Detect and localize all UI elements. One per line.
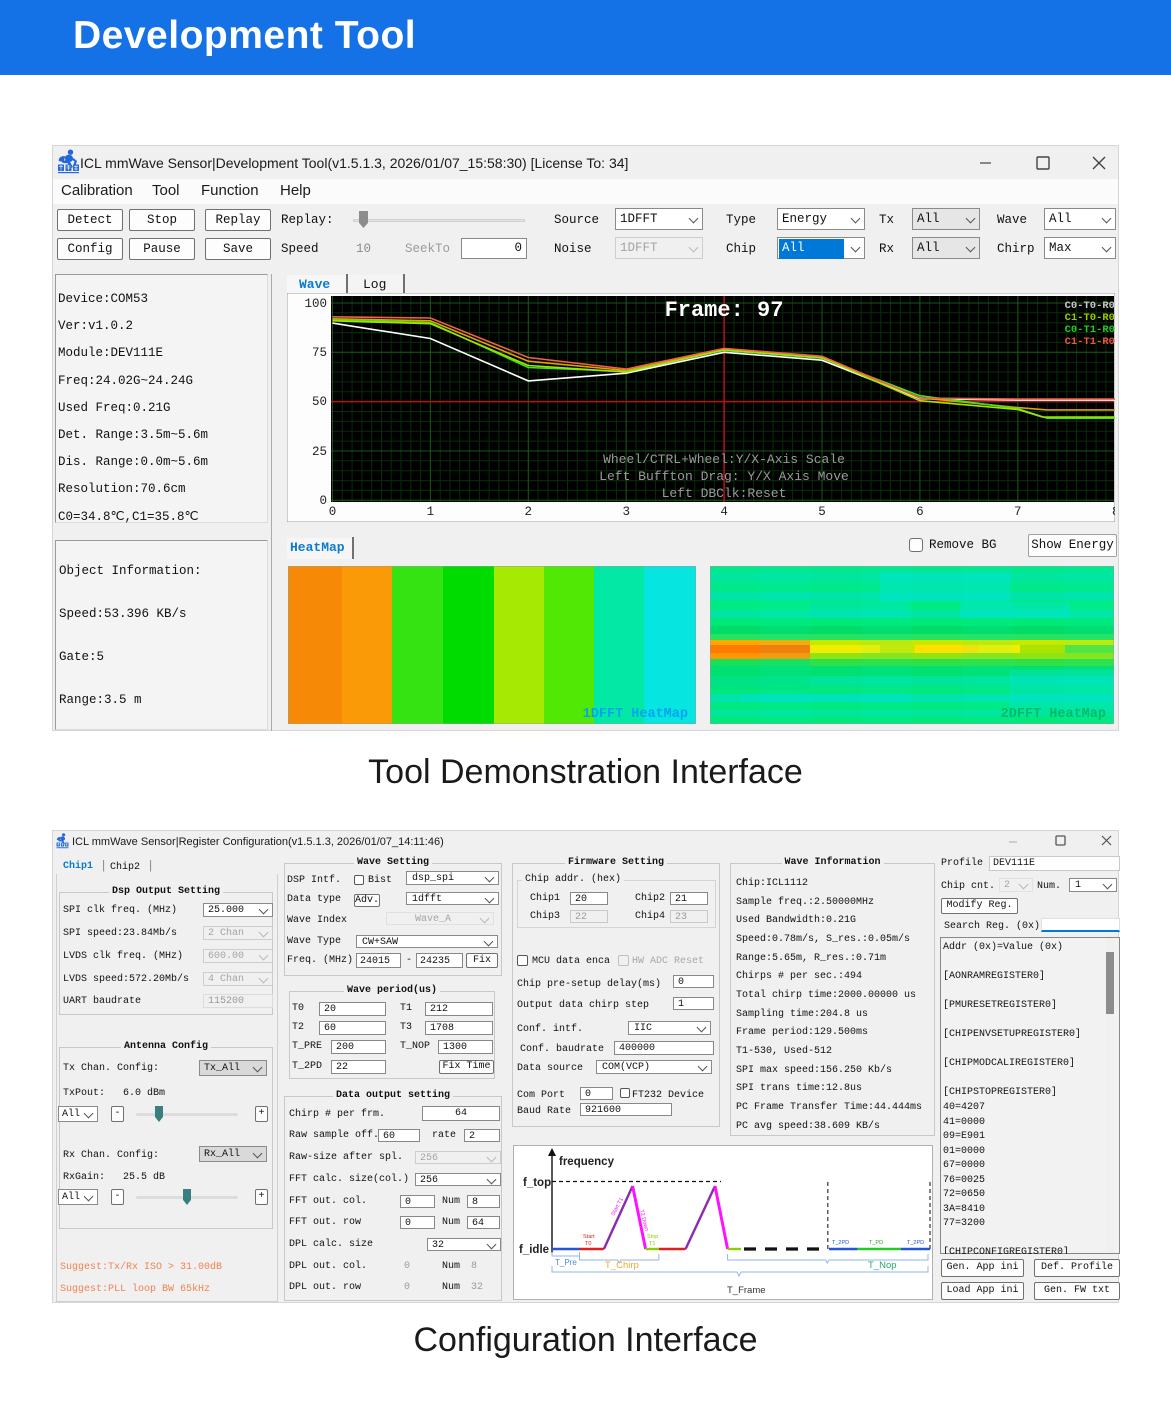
svg-text:3: 3	[622, 505, 630, 519]
svg-text:f_idle: f_idle	[519, 1244, 549, 1256]
svg-text:C0-T1-R0: C0-T1-R0	[1065, 324, 1115, 336]
svg-text:Left DBClk:Reset: Left DBClk:Reset	[662, 486, 787, 501]
svg-text:T0: T0	[585, 1241, 591, 1247]
svg-text:f_top: f_top	[523, 1177, 551, 1189]
svg-text:T1: T1	[649, 1241, 655, 1247]
svg-text:Stop: Stop	[647, 1234, 658, 1240]
svg-text:Wheel/CTRL+Wheel:Y/X-Axis Scal: Wheel/CTRL+Wheel:Y/X-Axis Scale	[603, 452, 845, 467]
svg-text:0: 0	[329, 505, 337, 519]
svg-text:frequency: frequency	[559, 1156, 615, 1168]
svg-text:2DFFT HeatMap: 2DFFT HeatMap	[1001, 707, 1106, 722]
svg-text:4: 4	[720, 505, 728, 519]
svg-text:Start: Start	[583, 1234, 595, 1240]
svg-text:T_2PD: T_2PD	[907, 1240, 924, 1246]
svg-text:Left Buffton Drag: Y/X Axis Mo: Left Buffton Drag: Y/X Axis Move	[599, 469, 849, 484]
svg-text:C0-T0-R0: C0-T0-R0	[1065, 300, 1115, 312]
svg-text:T_Nop: T_Nop	[868, 1260, 897, 1271]
svg-text:T_Frame: T_Frame	[727, 1285, 766, 1296]
svg-text:Frame: 97: Frame: 97	[665, 298, 784, 323]
svg-text:T_PD: T_PD	[869, 1240, 883, 1246]
svg-text:0: 0	[319, 494, 327, 508]
svg-text:50: 50	[312, 395, 327, 409]
svg-text:T2 Down: T2 Down	[638, 1209, 649, 1232]
svg-text:5: 5	[818, 505, 826, 519]
svg-text:100: 100	[304, 297, 327, 311]
svg-text:8: 8	[1112, 505, 1115, 519]
svg-text:C1-T0-R0: C1-T0-R0	[1065, 312, 1115, 324]
svg-text:75: 75	[312, 346, 327, 360]
svg-text:T_2PD: T_2PD	[832, 1240, 849, 1246]
svg-text:C1-T1-R0: C1-T1-R0	[1065, 336, 1115, 348]
svg-text:T_Pre: T_Pre	[555, 1258, 577, 1267]
svg-text:1: 1	[427, 505, 435, 519]
svg-text:1DFFT HeatMap: 1DFFT HeatMap	[583, 707, 688, 722]
svg-text:6: 6	[916, 505, 924, 519]
svg-text:25: 25	[312, 445, 327, 459]
svg-text:7: 7	[1014, 505, 1022, 519]
svg-text:2: 2	[525, 505, 533, 519]
svg-text:T_Chirp: T_Chirp	[605, 1260, 639, 1271]
